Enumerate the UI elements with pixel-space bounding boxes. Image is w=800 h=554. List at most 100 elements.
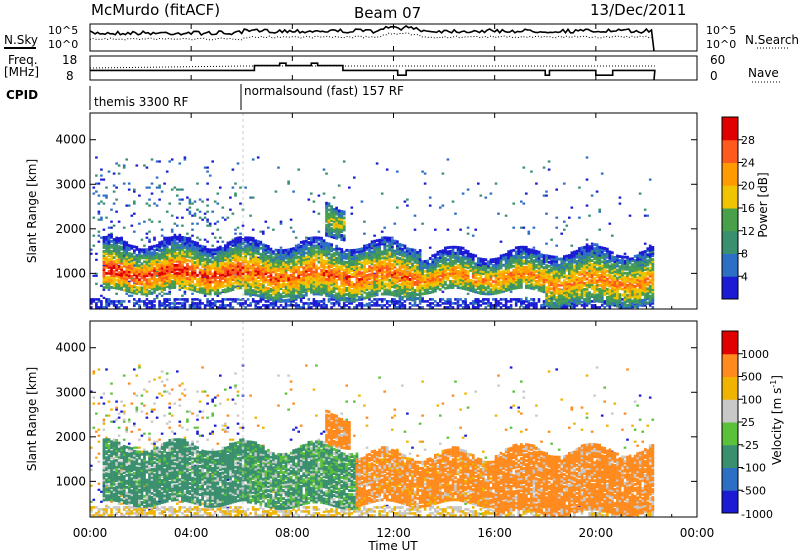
heatmap-cell [373, 247, 376, 251]
heatmap-cell [540, 306, 543, 309]
heatmap-cell [348, 249, 351, 252]
heatmap-cell [287, 256, 290, 260]
heatmap-cell [307, 298, 311, 301]
heatmap-cell [292, 253, 295, 257]
heatmap-cell [206, 240, 209, 243]
heatmap-cell [441, 273, 445, 277]
heatmap-cell [143, 282, 146, 286]
heatmap-cell [115, 242, 118, 246]
heatmap-cell [499, 272, 503, 276]
heatmap-cell [105, 283, 108, 287]
heatmap-cell [378, 286, 381, 290]
heatmap-cell [213, 288, 217, 292]
heatmap-cell [289, 269, 293, 273]
heatmap-cell [138, 288, 141, 292]
heatmap-cell [173, 241, 177, 245]
heatmap-cell [451, 253, 455, 257]
heatmap-cell [396, 240, 399, 244]
heatmap-cell [358, 290, 361, 293]
heatmap-cell [211, 160, 214, 163]
heatmap-cell [456, 260, 460, 263]
heatmap-cell [254, 306, 257, 309]
heatmap-cell [396, 280, 399, 284]
heatmap-cell [340, 274, 344, 278]
heatmap-cell [444, 264, 447, 268]
heatmap-cell [239, 246, 242, 250]
heatmap-cell [254, 291, 258, 295]
heatmap-cell [193, 283, 197, 287]
heatmap-cell [593, 304, 596, 307]
heatmap-cell [302, 306, 305, 309]
cpid-segment-1: themis 3300 RF [94, 95, 188, 109]
heatmap-cell [418, 266, 422, 270]
heatmap-cell [143, 286, 146, 290]
heatmap-cell [315, 302, 318, 305]
heatmap-cell [130, 266, 134, 270]
heatmap-cell [507, 300, 510, 303]
heatmap-cell [297, 271, 301, 275]
heatmap-cell [504, 253, 508, 256]
heatmap-cell [110, 269, 113, 273]
heatmap-cell [401, 298, 404, 301]
heatmap-cell [365, 286, 369, 289]
heatmap-cell [520, 200, 523, 203]
heatmap-cell [502, 287, 505, 291]
heatmap-cell [358, 260, 361, 263]
heatmap-cell [145, 298, 149, 301]
heatmap-cell [269, 267, 273, 271]
station-title: McMurdo (fitACF) [91, 1, 221, 19]
heatmap-cell [148, 198, 151, 201]
heatmap-cell [254, 279, 258, 283]
heatmap-cell [145, 166, 149, 169]
heatmap-cell [145, 260, 149, 264]
heatmap-cell [110, 300, 113, 303]
heatmap-cell [363, 288, 366, 292]
heatmap-cell [509, 306, 513, 309]
heatmap-cell [277, 269, 280, 272]
heatmap-cell [102, 244, 106, 247]
heatmap-cell [512, 258, 516, 262]
heatmap-cell [107, 226, 111, 229]
heatmap-cell [213, 270, 217, 274]
heatmap-cell [403, 268, 407, 272]
heatmap-cell [145, 306, 149, 309]
heatmap-cell [249, 282, 252, 286]
heatmap-cell [370, 304, 374, 307]
heatmap-cell [434, 271, 437, 275]
heatmap-cell [497, 269, 500, 273]
heatmap-cell [454, 302, 457, 305]
heatmap-cell [145, 288, 149, 291]
heatmap-cell [269, 283, 273, 287]
heatmap-cell [148, 263, 151, 267]
heatmap-cell [155, 266, 159, 269]
heatmap-cell [327, 244, 331, 248]
heatmap-cell [305, 289, 308, 293]
heatmap-cell [186, 247, 189, 250]
heatmap-cell [547, 168, 551, 171]
heatmap-cell [494, 182, 498, 185]
heatmap-cell [224, 218, 227, 221]
heatmap-cell [206, 258, 209, 262]
heatmap-cell [125, 245, 129, 249]
heatmap-cell [454, 253, 457, 257]
heatmap-cell [201, 251, 204, 255]
heatmap-cell [282, 261, 285, 264]
heatmap-cell [542, 300, 546, 303]
heatmap-cell [274, 266, 278, 270]
heatmap-cell [150, 273, 154, 277]
heatmap-cell [168, 276, 172, 280]
heatmap-cell [292, 249, 295, 253]
heatmap-cell [464, 304, 467, 307]
heatmap-cell [459, 248, 462, 252]
heatmap-cell [370, 300, 374, 303]
heatmap-cell [428, 283, 432, 286]
heatmap-cell [246, 266, 250, 270]
heatmap-cell [320, 274, 323, 278]
heatmap-cell [365, 244, 369, 247]
heatmap-cell [327, 270, 331, 274]
heatmap-cell [509, 261, 513, 265]
heatmap-cell [170, 248, 174, 251]
heatmap-cell [165, 261, 169, 265]
heatmap-cell [216, 254, 220, 257]
heatmap-cell [322, 277, 326, 281]
